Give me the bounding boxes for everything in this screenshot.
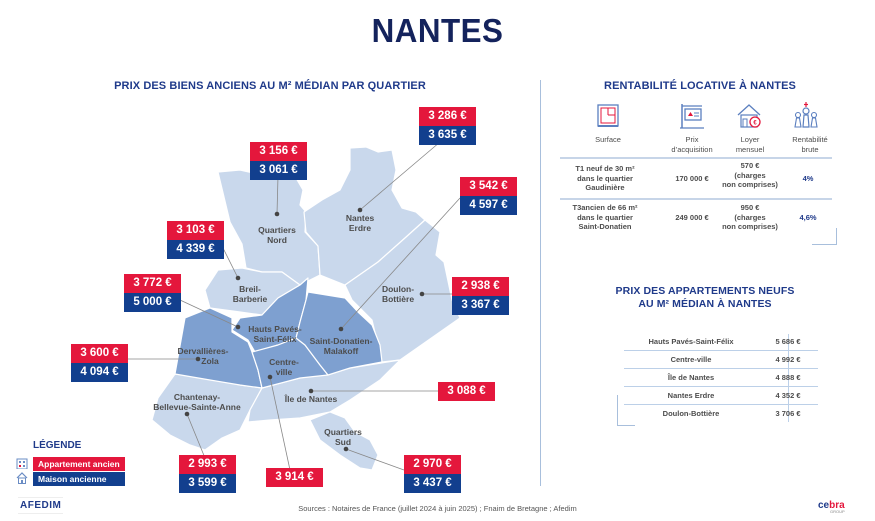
table-row: Doulon-Bottière 3 706 € — [662, 409, 801, 418]
price-box-chantenay: 2 993 €3 599 € — [179, 455, 236, 493]
legend-item-maison: Maison ancienne — [33, 472, 125, 486]
nantes-district-map — [120, 141, 461, 471]
price-box-breil-barberie: 3 103 €4 339 € — [167, 221, 224, 259]
price-box-quartiers-sud: 2 970 €3 437 € — [404, 455, 461, 493]
label-quartiers-nord: Quartiers Nord — [258, 225, 296, 245]
neufs-column-divider — [788, 334, 789, 422]
corner-decoration — [617, 395, 618, 425]
row1-loyer: 570 € (charges non comprises) — [722, 161, 778, 189]
page-title: NANTES — [371, 12, 504, 49]
leader-lines — [120, 141, 461, 471]
header-prix: Prix d’acquisition — [671, 135, 713, 154]
corner-decoration — [812, 244, 837, 245]
price-box-saint-donatien: 3 542 €4 597 € — [460, 177, 517, 215]
corner-decoration — [617, 425, 635, 426]
neufs-table: Hauts Pavés-Saint-Félix 5 686 € Centre-vi… — [624, 333, 818, 422]
table-row: Île de Nantes 4 888 € — [624, 369, 818, 387]
price-box-ile-de-nantes: 3 088 € — [438, 382, 495, 401]
house-icon — [16, 472, 28, 484]
row1-surface: T1 neuf de 30 m² dans le quartier Gaudiniè… — [575, 164, 635, 192]
chess-pawns-icon — [794, 102, 818, 128]
label-nantes-erdre: Nantes Erdre — [345, 213, 375, 233]
price-box-quartiers-nord: 3 156 €3 061 € — [250, 142, 307, 180]
neufs-title: PRIX DES APPARTEMENTS NEUFS AU M² MÉDIAN … — [615, 285, 795, 310]
price-box-nantes-erdre: 3 286 €3 635 € — [419, 107, 476, 145]
map-section-title: PRIX DES BIENS ANCIENS AU M² MÉDIAN PAR … — [114, 80, 426, 92]
label-saint-donatien: Saint-Donatien- Malakoff — [309, 336, 373, 356]
afedim-logo: AFEDIM — [18, 497, 64, 514]
svg-text:€: € — [753, 121, 757, 127]
table-row: Centre-ville 4 992 € — [624, 351, 818, 369]
row1-prix: 170 000 € — [675, 174, 709, 183]
row2-surface: T3ancien de 66 m² dans le quartier Saint-D… — [572, 203, 638, 231]
table-row: Hauts Pavés-Saint-Félix 5 686 € — [624, 333, 818, 351]
sources-text: Sources : Notaires de France (juillet 20… — [298, 504, 577, 513]
header-rentabilite: Rentabilité brute — [792, 135, 828, 154]
table-divider — [560, 198, 832, 200]
price-box-dervallieres: 3 600 €4 094 € — [71, 344, 128, 382]
corner-decoration — [836, 228, 837, 244]
district-quartiers-sud — [309, 411, 379, 471]
legend-title: LÉGENDE — [33, 440, 82, 451]
table-row: Nantes Erdre 4 352 € — [624, 387, 818, 405]
label-breil-barberie: Breil- Barberie — [232, 284, 268, 304]
floor-plan-icon — [597, 104, 619, 127]
price-box-doulon-bottiere: 2 938 €3 367 € — [452, 277, 509, 315]
district-dots — [184, 207, 425, 452]
rentabilite-title: RENTABILITÉ LOCATIVE À NANTES — [604, 80, 796, 92]
vertical-divider — [540, 80, 541, 486]
price-box-hauts-paves: 3 772 €5 000 € — [124, 274, 181, 312]
legend-item-appartement: Appartement ancien — [33, 457, 125, 471]
table-divider — [560, 157, 832, 159]
header-surface: Surface — [595, 135, 621, 144]
row1-rentabilite: 4% — [802, 174, 814, 183]
label-doulon-bottiere: Doulon- Bottière — [381, 284, 415, 304]
label-centre-ville: Centre-ville — [269, 357, 299, 377]
label-hauts-paves: Hauts Pavés- Saint-Félix — [248, 324, 302, 344]
apartment-building-icon — [16, 458, 28, 469]
district-saint-donatien — [295, 291, 383, 376]
row2-rentabilite: 4,6% — [799, 213, 817, 222]
for-sale-sign-icon — [680, 104, 704, 129]
label-ile-de-nantes: Île de Nantes — [284, 394, 338, 404]
label-chantenay: Chantenay- Bellevue-Sainte-Anne — [153, 392, 241, 412]
house-euro-icon: € — [737, 104, 761, 128]
header-loyer: Loyer mensuel — [735, 135, 765, 154]
label-quartiers-sud: Quartiers Sud — [324, 427, 362, 447]
label-dervallieres: Dervallières- Zola — [177, 346, 229, 366]
row2-prix: 249 000 € — [675, 213, 709, 222]
row2-loyer: 950 € (charges non comprises) — [722, 203, 778, 231]
price-box-centre-ville: 3 914 € — [266, 468, 323, 487]
cebra-logo: cebra GROUP — [818, 500, 845, 514]
